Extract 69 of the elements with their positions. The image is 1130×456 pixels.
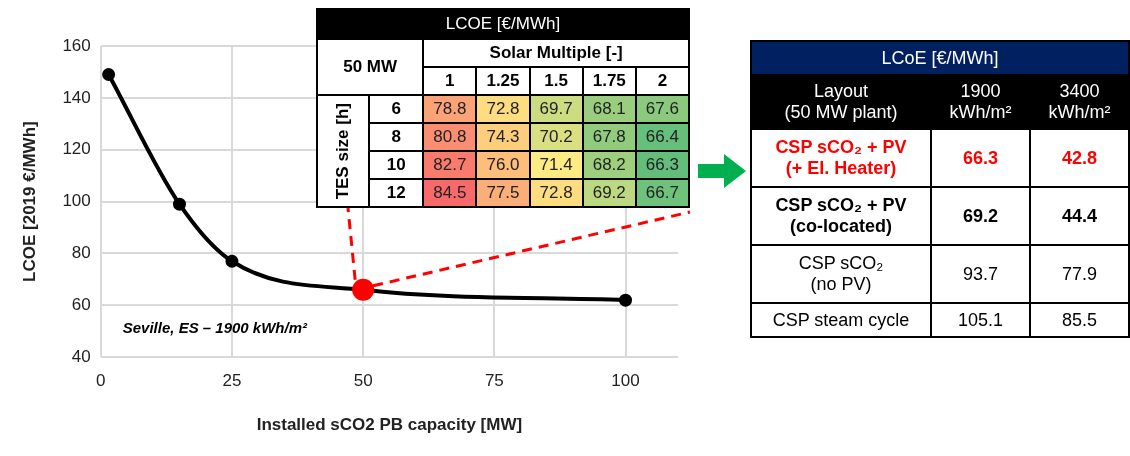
text: CSP sCO₂ + PV (co-located) <box>751 187 931 245</box>
text: 93.7 <box>931 245 1030 303</box>
text: LCoE [€/MWh] <box>751 41 1129 75</box>
y-tick-label: 10 <box>369 151 424 179</box>
text: 105.1 <box>931 303 1030 337</box>
annotation: 50 MW <box>317 39 424 95</box>
text: CSP steam cycle <box>751 303 931 337</box>
data-label: 76.0 <box>476 151 530 179</box>
x-tick-label: 100 <box>611 371 640 391</box>
x-axis-title: Installed sCO2 PB capacity [MW] <box>256 415 523 435</box>
data-label: 69.7 <box>529 95 583 123</box>
data-label: 72.8 <box>529 179 583 207</box>
x-axis-title: Solar Multiple [-] <box>423 39 689 67</box>
data-label: 71.4 <box>529 151 583 179</box>
data-label: 66.3 <box>635 151 689 179</box>
data-label: 68.2 <box>582 151 636 179</box>
y-tick-label: 40 <box>71 346 91 366</box>
y-tick-label: 80 <box>71 243 91 263</box>
data-label: 80.8 <box>423 123 477 151</box>
data-label: 67.6 <box>635 95 689 123</box>
text: 66.3 <box>931 129 1030 187</box>
text: 69.2 <box>931 187 1030 245</box>
point <box>619 293 633 307</box>
chart-title: LCOE [€/MWh] <box>317 9 689 39</box>
text: 42.8 <box>1030 129 1129 187</box>
text: 77.9 <box>1030 245 1129 303</box>
x-tick-label: 1.25 <box>476 67 530 95</box>
point <box>352 278 375 301</box>
point <box>225 254 239 268</box>
text: 1900 kWh/m² <box>931 75 1030 129</box>
data-label: 82.7 <box>423 151 477 179</box>
y-tick-label: 140 <box>62 87 91 107</box>
data-label: 72.8 <box>476 95 530 123</box>
y-tick-label: 8 <box>369 123 424 151</box>
y-axis-title: LCOE [2019 €/MWh] <box>19 121 39 282</box>
x-tick-label: 1.75 <box>582 67 636 95</box>
data-label: 66.4 <box>635 123 689 151</box>
y-tick-label: 160 <box>62 35 91 55</box>
text: CSP sCO₂ + PV (+ El. Heater) <box>751 129 931 187</box>
data-label: 84.5 <box>423 179 477 207</box>
data-label: 70.2 <box>529 123 583 151</box>
text: 44.4 <box>1030 187 1129 245</box>
point <box>102 68 116 82</box>
x-tick-label: 75 <box>484 371 504 391</box>
y-axis-title: TES size [h] <box>333 102 354 200</box>
y-tick-label: 120 <box>62 139 91 159</box>
y-tick-label: 100 <box>62 191 91 211</box>
data-label: 69.2 <box>582 179 636 207</box>
x-tick-label: 1 <box>423 67 477 95</box>
data-label: 66.7 <box>635 179 689 207</box>
y-tick-label: 12 <box>369 179 424 207</box>
data-label: 68.1 <box>582 95 636 123</box>
text: 85.5 <box>1030 303 1129 337</box>
x-tick-label: 2 <box>635 67 689 95</box>
text: Layout (50 MW plant) <box>751 75 931 129</box>
text: 3400 kWh/m² <box>1030 75 1129 129</box>
y-tick-label: 60 <box>71 295 91 315</box>
x-tick-label: 25 <box>222 371 242 391</box>
data-label: 78.8 <box>423 95 477 123</box>
x-tick-label: 0 <box>96 371 106 391</box>
data-label: 77.5 <box>476 179 530 207</box>
data-label: 67.8 <box>582 123 636 151</box>
y-tick-label: 6 <box>369 95 424 123</box>
point <box>172 197 186 211</box>
x-tick-label: 1.5 <box>529 67 583 95</box>
annotation: Seville, ES – 1900 kWh/m² <box>122 319 309 337</box>
text: CSP sCO₂ (no PV) <box>751 245 931 303</box>
data-label: 74.3 <box>476 123 530 151</box>
x-tick-label: 50 <box>353 371 373 391</box>
